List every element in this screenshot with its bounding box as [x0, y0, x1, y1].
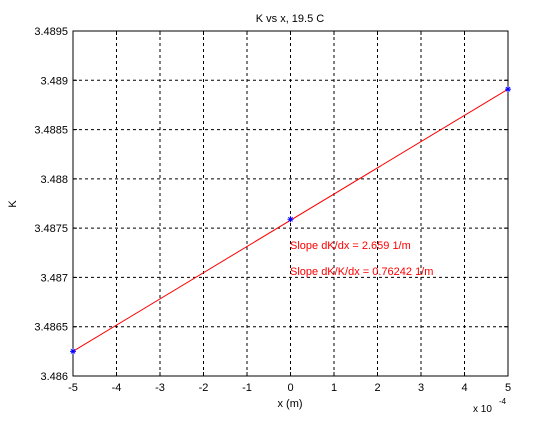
plot-area	[73, 31, 508, 376]
x-tick-label: -5	[68, 382, 78, 394]
slope-annotation: Slope dK/dx = 2.659 1/m	[290, 240, 411, 252]
marker-stroke	[70, 348, 76, 354]
y-tick-label: 3.488	[40, 174, 68, 186]
y-tick-label: 3.4865	[34, 322, 68, 334]
y-tick-label: 3.489	[40, 75, 68, 87]
x-tick-label: 4	[461, 382, 467, 394]
x-tick-label: -1	[242, 382, 252, 394]
x-tick-label: 1	[331, 382, 337, 394]
x-tick-label: 5	[505, 382, 511, 394]
y-tick-label: 3.4875	[34, 223, 68, 235]
x-tick-label: 0	[287, 382, 293, 394]
x-axis-label: x (m)	[277, 398, 302, 410]
ticks	[72, 30, 509, 377]
marker-stroke	[505, 86, 511, 92]
data-point-marker	[505, 86, 511, 93]
chart-title: K vs x, 19.5 C	[256, 13, 325, 25]
marker-stroke	[288, 216, 293, 222]
data-point-marker	[287, 216, 294, 223]
y-tick-label: 3.4885	[34, 125, 68, 137]
grid	[73, 31, 508, 376]
y-axis-label: K	[7, 200, 19, 208]
x-tick-labels: -5 -4 -3 -2 -1 0 1 2 3 4 5	[68, 382, 511, 394]
y-tick-label: 3.486	[40, 371, 68, 383]
y-tick-label: 3.487	[40, 272, 68, 284]
x-tick-label: 3	[418, 382, 424, 394]
series-group	[70, 86, 511, 355]
y-tick-label: 3.4895	[34, 26, 68, 38]
x-tick-label: 2	[374, 382, 380, 394]
relative-slope-annotation: Slope dK/K/dx = 0.76242 1/m	[290, 266, 433, 278]
y-tick-labels: 3.486 3.4865 3.487 3.4875 3.488 3.4885 3.489 3.…	[34, 26, 68, 383]
x-multiplier-exponent: -4	[499, 397, 507, 406]
x-tick-label: -3	[155, 382, 165, 394]
x-tick-label: -2	[199, 382, 209, 394]
x-multiplier: x 10	[473, 404, 492, 415]
x-tick-label: -4	[112, 382, 122, 394]
data-point-marker	[70, 348, 76, 355]
